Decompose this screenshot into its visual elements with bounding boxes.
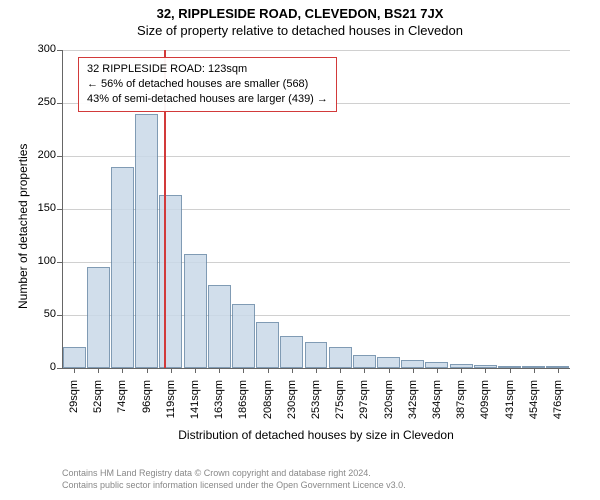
- histogram-bar: [305, 342, 328, 369]
- x-axis-label: Distribution of detached houses by size …: [62, 428, 570, 442]
- x-tick-label: 208sqm: [262, 380, 274, 430]
- x-tick-mark: [268, 368, 269, 373]
- y-tick-mark: [57, 368, 62, 369]
- x-tick-mark: [437, 368, 438, 373]
- annotation-line: 43% of semi-detached houses are larger (…: [87, 92, 328, 107]
- x-tick-mark: [147, 368, 148, 373]
- x-tick-mark: [122, 368, 123, 373]
- y-tick-label: 200: [26, 149, 56, 161]
- x-tick-label: 476sqm: [552, 380, 564, 430]
- x-tick-label: 163sqm: [213, 380, 225, 430]
- y-tick-label: 300: [26, 43, 56, 55]
- x-tick-label: 387sqm: [455, 380, 467, 430]
- x-tick-label: 186sqm: [237, 380, 249, 430]
- y-tick-label: 100: [26, 255, 56, 267]
- histogram-bar: [111, 167, 134, 368]
- histogram-bar: [208, 285, 231, 368]
- histogram-bar: [377, 357, 400, 368]
- x-tick-mark: [364, 368, 365, 373]
- x-tick-label: 230sqm: [286, 380, 298, 430]
- x-tick-mark: [413, 368, 414, 373]
- histogram-bar: [401, 360, 424, 368]
- x-tick-mark: [171, 368, 172, 373]
- attribution-line: Contains HM Land Registry data © Crown c…: [62, 468, 406, 480]
- x-tick-mark: [510, 368, 511, 373]
- y-axis-label: Number of detached properties: [16, 144, 30, 309]
- histogram-bar: [329, 347, 352, 368]
- annotation-line: 32 RIPPLESIDE ROAD: 123sqm: [87, 62, 328, 77]
- y-tick-mark: [57, 50, 62, 51]
- x-tick-label: 275sqm: [334, 380, 346, 430]
- x-tick-mark: [389, 368, 390, 373]
- chart-subtitle: Size of property relative to detached ho…: [0, 21, 600, 38]
- x-tick-mark: [98, 368, 99, 373]
- x-tick-label: 409sqm: [479, 380, 491, 430]
- histogram-bar: [232, 304, 255, 368]
- x-tick-mark: [219, 368, 220, 373]
- annotation-line: ← 56% of detached houses are smaller (56…: [87, 77, 328, 92]
- x-tick-label: 342sqm: [407, 380, 419, 430]
- x-tick-label: 431sqm: [504, 380, 516, 430]
- histogram-bar: [135, 114, 158, 368]
- y-tick-mark: [57, 209, 62, 210]
- y-tick-label: 0: [26, 361, 56, 373]
- y-tick-mark: [57, 262, 62, 263]
- histogram-bar: [256, 322, 279, 368]
- x-tick-mark: [558, 368, 559, 373]
- attribution-text: Contains HM Land Registry data © Crown c…: [62, 468, 406, 491]
- y-tick-mark: [57, 103, 62, 104]
- histogram-bar: [280, 336, 303, 368]
- x-tick-label: 253sqm: [310, 380, 322, 430]
- histogram-bar: [87, 267, 110, 368]
- x-tick-label: 29sqm: [68, 380, 80, 430]
- y-tick-label: 250: [26, 96, 56, 108]
- attribution-line: Contains public sector information licen…: [62, 480, 406, 492]
- grid-line: [62, 50, 570, 51]
- x-tick-mark: [340, 368, 341, 373]
- y-axis-line: [62, 50, 63, 368]
- x-tick-mark: [534, 368, 535, 373]
- histogram-bar: [63, 347, 86, 368]
- y-tick-mark: [57, 315, 62, 316]
- chart-title: 32, RIPPLESIDE ROAD, CLEVEDON, BS21 7JX: [0, 0, 600, 21]
- x-tick-label: 96sqm: [141, 380, 153, 430]
- histogram-bar: [184, 254, 207, 368]
- x-tick-label: 297sqm: [358, 380, 370, 430]
- x-tick-mark: [292, 368, 293, 373]
- x-tick-mark: [195, 368, 196, 373]
- x-tick-label: 52sqm: [92, 380, 104, 430]
- histogram-bar: [353, 355, 376, 368]
- x-tick-label: 364sqm: [431, 380, 443, 430]
- histogram-chart: 32, RIPPLESIDE ROAD, CLEVEDON, BS21 7JX …: [0, 0, 600, 500]
- y-tick-label: 50: [26, 308, 56, 320]
- annotation-box: 32 RIPPLESIDE ROAD: 123sqm ← 56% of deta…: [78, 57, 337, 112]
- x-tick-label: 119sqm: [165, 380, 177, 430]
- x-tick-mark: [461, 368, 462, 373]
- x-tick-label: 320sqm: [383, 380, 395, 430]
- y-tick-label: 150: [26, 202, 56, 214]
- x-tick-mark: [485, 368, 486, 373]
- x-tick-label: 141sqm: [189, 380, 201, 430]
- x-tick-mark: [243, 368, 244, 373]
- x-tick-label: 454sqm: [528, 380, 540, 430]
- y-tick-mark: [57, 156, 62, 157]
- x-tick-mark: [316, 368, 317, 373]
- x-tick-label: 74sqm: [116, 380, 128, 430]
- x-tick-mark: [74, 368, 75, 373]
